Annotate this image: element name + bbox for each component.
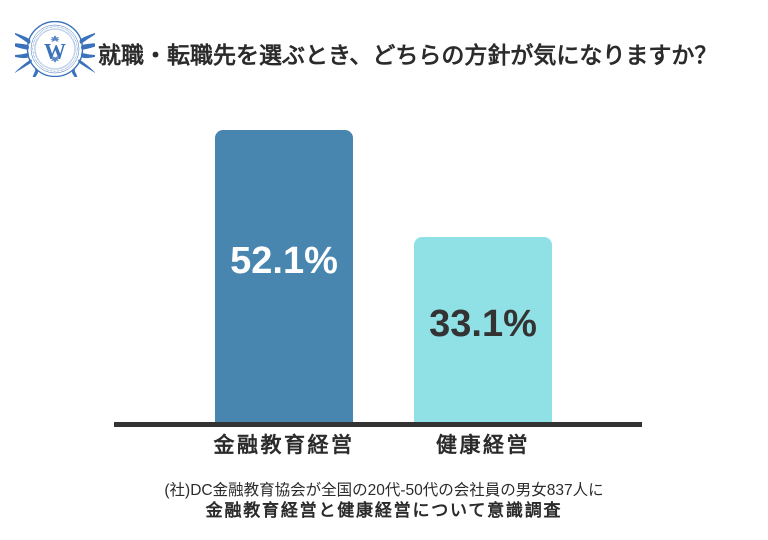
svg-text:W: W xyxy=(44,39,66,64)
